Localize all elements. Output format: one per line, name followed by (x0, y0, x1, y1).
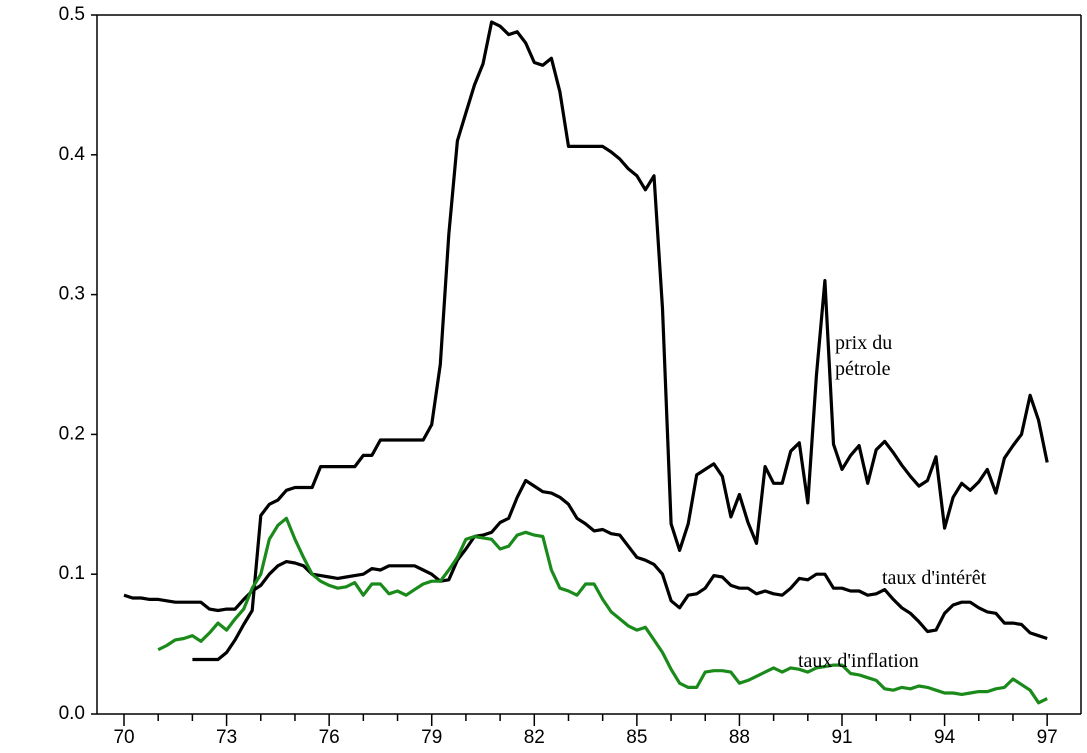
series-label: taux d'intérêt (882, 567, 987, 589)
x-tick-label: 70 (113, 727, 134, 748)
y-tick-label: 0.3 (59, 284, 85, 305)
x-tick-label: 88 (729, 727, 750, 748)
y-tick-label: 0.2 (59, 423, 85, 444)
x-tick-label: 73 (216, 727, 237, 748)
y-tick-label: 0.5 (59, 4, 85, 25)
x-tick-label: 94 (934, 727, 956, 748)
x-tick-label: 76 (319, 727, 340, 748)
series-label: taux d'inflation (798, 650, 919, 672)
y-tick-label: 0.1 (59, 563, 85, 584)
y-tick-label: 0.0 (59, 703, 85, 724)
series-line (123, 478, 1048, 641)
series-line (157, 516, 1048, 705)
x-tick-label: 85 (626, 727, 647, 748)
x-tick-label: 97 (1037, 727, 1058, 748)
series-line (192, 20, 1049, 662)
y-tick-label: 0.4 (59, 144, 86, 165)
series-label: prix du pétrole (835, 332, 893, 380)
x-tick-label: 91 (831, 727, 852, 748)
x-tick-label: 82 (524, 727, 545, 748)
x-tick-label: 79 (421, 727, 442, 748)
